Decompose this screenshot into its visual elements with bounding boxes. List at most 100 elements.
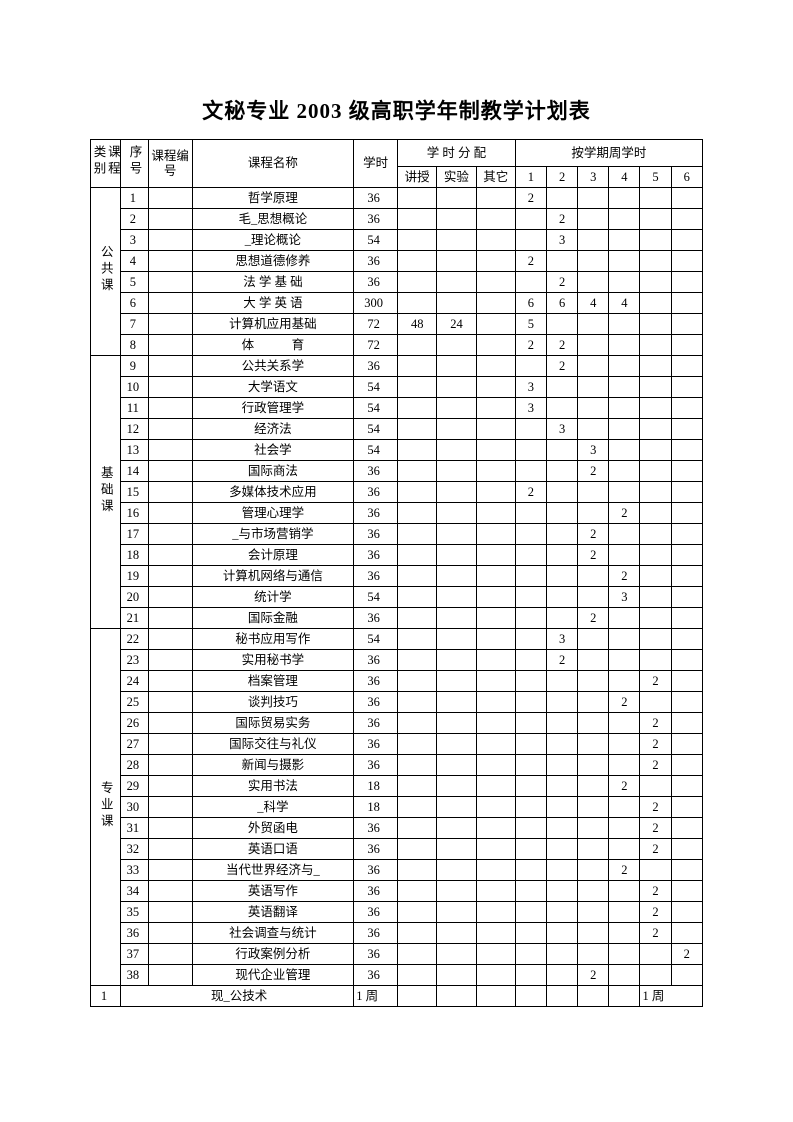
- hours-cell: 36: [354, 503, 398, 524]
- table-row: 29实用书法182: [91, 776, 703, 797]
- sem4-cell: [609, 923, 640, 944]
- footer-hours: 1 周: [354, 986, 398, 1007]
- other-cell: [476, 902, 515, 923]
- table-row: 基础课9公共关系学362: [91, 356, 703, 377]
- sem6-cell: [671, 818, 702, 839]
- other-cell: [476, 377, 515, 398]
- code-cell: [148, 209, 192, 230]
- sem2-cell: [546, 692, 577, 713]
- sem6-cell: [671, 188, 702, 209]
- sem5-cell: [640, 398, 671, 419]
- seq-cell: 21: [121, 608, 149, 629]
- sem4-cell: [609, 755, 640, 776]
- other-cell: [476, 524, 515, 545]
- hdr-s5: 5: [640, 167, 671, 188]
- lec-cell: [398, 755, 437, 776]
- hours-cell: 72: [354, 314, 398, 335]
- hours-cell: 36: [354, 692, 398, 713]
- hours-cell: 36: [354, 461, 398, 482]
- code-cell: [148, 776, 192, 797]
- sem1-cell: [515, 272, 546, 293]
- sem4-cell: [609, 902, 640, 923]
- lab-cell: [437, 356, 476, 377]
- sem1-cell: [515, 440, 546, 461]
- table-header: 课程类别 序号 课程编号 课程名称 学时 学 时 分 配 按学期周学时 讲授 实…: [91, 140, 703, 188]
- seq-cell: 6: [121, 293, 149, 314]
- sem2-cell: [546, 524, 577, 545]
- code-cell: [148, 293, 192, 314]
- sem1-cell: 2: [515, 482, 546, 503]
- sem1-cell: [515, 524, 546, 545]
- sem4-cell: 2: [609, 860, 640, 881]
- table-row: 37行政案例分析362: [91, 944, 703, 965]
- sem4-cell: [609, 377, 640, 398]
- footer-name: 现_公技术: [121, 986, 354, 1007]
- code-cell: [148, 734, 192, 755]
- name-cell: 实用秘书学: [192, 650, 354, 671]
- lec-cell: [398, 923, 437, 944]
- hours-cell: 36: [354, 482, 398, 503]
- sem6-cell: [671, 440, 702, 461]
- name-cell: 统计学: [192, 587, 354, 608]
- table-row: 14国际商法362: [91, 461, 703, 482]
- sem4-cell: [609, 734, 640, 755]
- sem6-cell: 2: [671, 944, 702, 965]
- sem4-cell: [609, 524, 640, 545]
- table-row: 5法 学 基 础362: [91, 272, 703, 293]
- seq-cell: 9: [121, 356, 149, 377]
- sem3-cell: [578, 209, 609, 230]
- sem6-cell: [671, 734, 702, 755]
- lab-cell: [437, 587, 476, 608]
- lec-cell: [398, 944, 437, 965]
- sem6-cell: [671, 797, 702, 818]
- name-cell: _与市场营销学: [192, 524, 354, 545]
- sem1-cell: [515, 419, 546, 440]
- sem1-cell: [515, 923, 546, 944]
- sem3-cell: [578, 671, 609, 692]
- table-row: 17_与市场营销学362: [91, 524, 703, 545]
- name-cell: 体 育: [192, 335, 354, 356]
- sem5-cell: [640, 293, 671, 314]
- lab-cell: [437, 209, 476, 230]
- sem1-cell: [515, 902, 546, 923]
- other-cell: [476, 818, 515, 839]
- seq-cell: 24: [121, 671, 149, 692]
- code-cell: [148, 839, 192, 860]
- name-cell: _理论概论: [192, 230, 354, 251]
- table-row: 10大学语文543: [91, 377, 703, 398]
- seq-cell: 16: [121, 503, 149, 524]
- sem4-cell: 2: [609, 566, 640, 587]
- other-cell: [476, 755, 515, 776]
- lab-cell: [437, 482, 476, 503]
- hours-cell: 36: [354, 965, 398, 986]
- lec-cell: [398, 398, 437, 419]
- sem1-cell: [515, 356, 546, 377]
- lab-cell: [437, 398, 476, 419]
- lec-cell: [398, 608, 437, 629]
- lab-cell: [437, 755, 476, 776]
- name-cell: 行政案例分析: [192, 944, 354, 965]
- sem2-cell: [546, 965, 577, 986]
- name-cell: 公共关系学: [192, 356, 354, 377]
- code-cell: [148, 377, 192, 398]
- sem6-cell: [671, 482, 702, 503]
- name-cell: 大 学 英 语: [192, 293, 354, 314]
- other-cell: [476, 251, 515, 272]
- lec-cell: [398, 251, 437, 272]
- table-row: 30_科学182: [91, 797, 703, 818]
- code-cell: [148, 902, 192, 923]
- sem5-cell: [640, 944, 671, 965]
- hours-cell: 36: [354, 734, 398, 755]
- lab-cell: [437, 524, 476, 545]
- sem5-cell: [640, 272, 671, 293]
- sem5-cell: [640, 314, 671, 335]
- hours-cell: 54: [354, 440, 398, 461]
- seq-cell: 32: [121, 839, 149, 860]
- table-row: 专业课22秘书应用写作543: [91, 629, 703, 650]
- sem3-cell: [578, 335, 609, 356]
- lec-cell: [398, 482, 437, 503]
- table-row: 11行政管理学543: [91, 398, 703, 419]
- sem1-cell: 3: [515, 377, 546, 398]
- lab-cell: [437, 839, 476, 860]
- hours-cell: 36: [354, 251, 398, 272]
